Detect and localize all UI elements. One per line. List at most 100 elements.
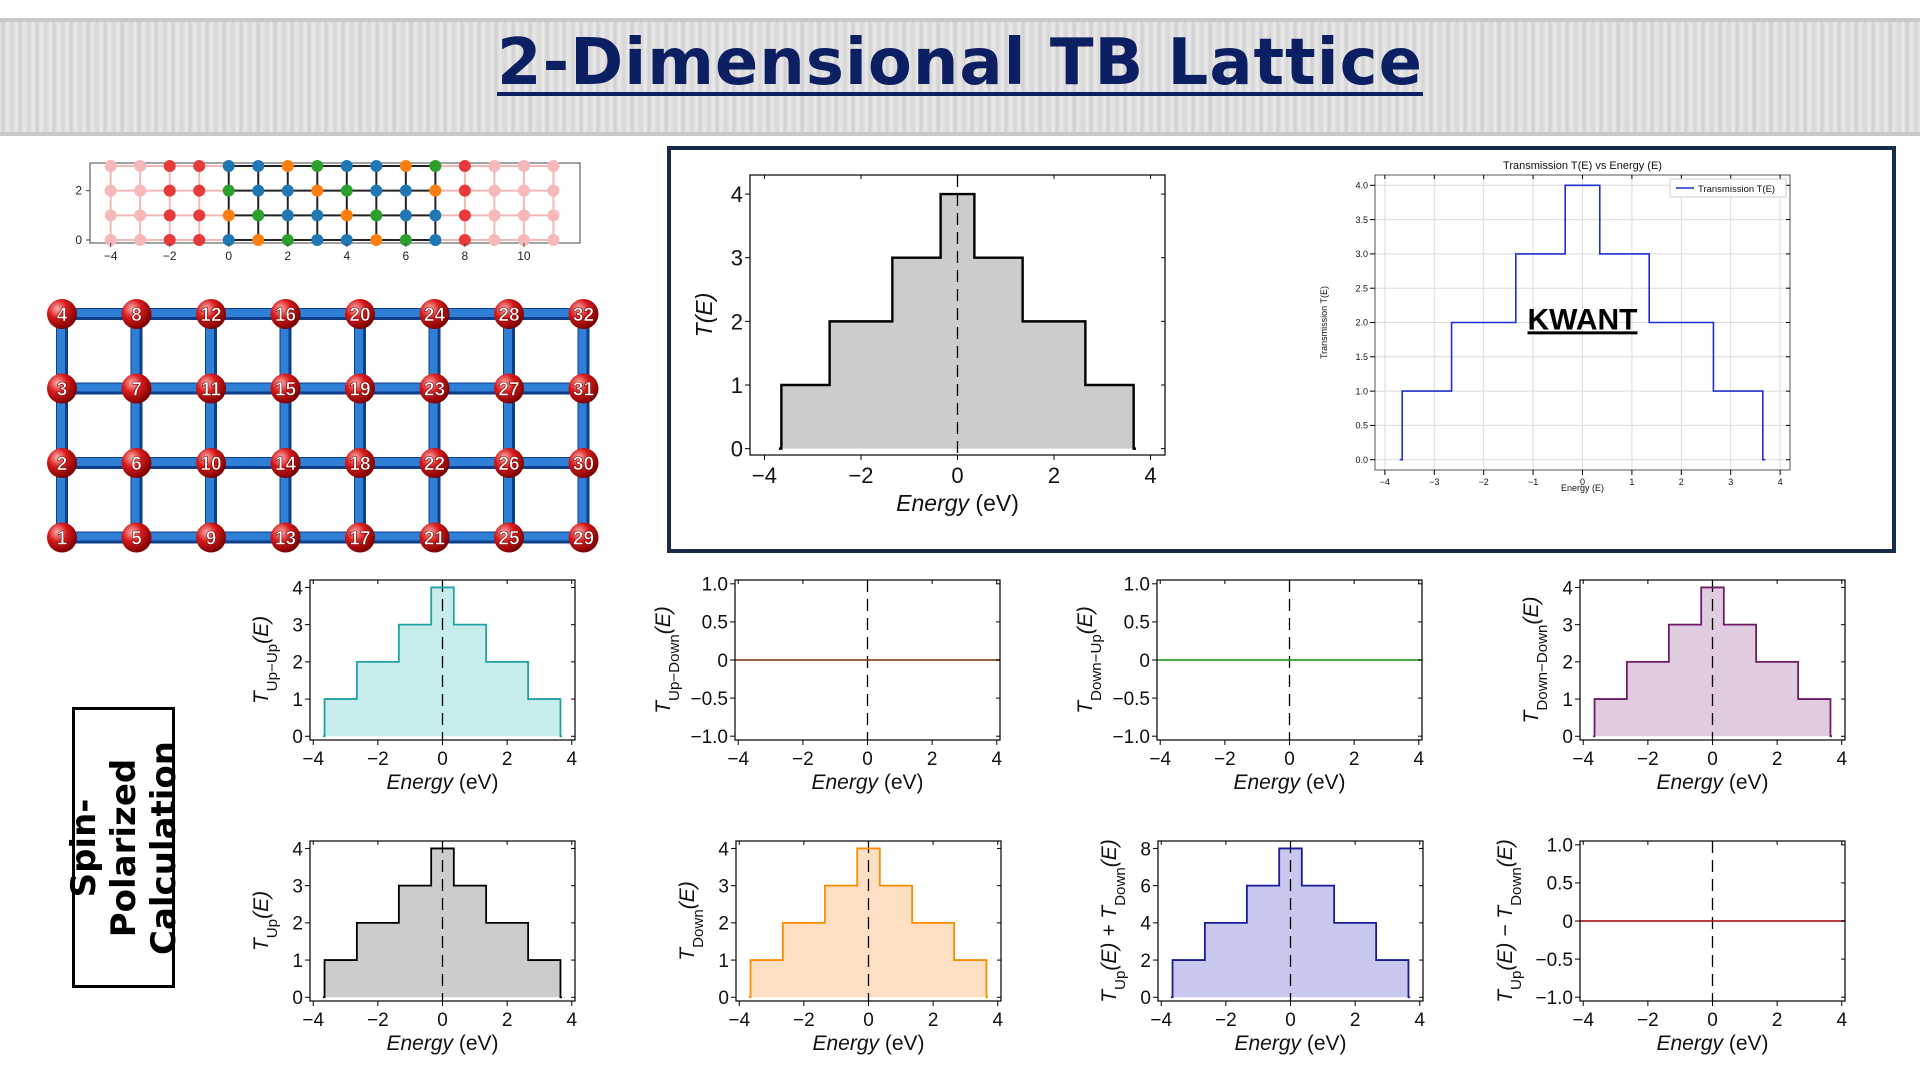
y-tick-label: 1 (731, 373, 743, 398)
strip-site (104, 184, 117, 197)
grid-site-label: 29 (573, 529, 594, 550)
x-tick-label: −2 (1215, 1010, 1237, 1031)
strip-site (399, 160, 412, 172)
x-tick-label: 2 (928, 1010, 939, 1031)
strip-site (311, 209, 324, 222)
grid-site (270, 373, 301, 404)
label-part: T (1494, 988, 1517, 1003)
x-tick-label: −2 (848, 463, 873, 488)
grid-site (47, 522, 77, 553)
label-subscript: Down (1112, 867, 1129, 906)
x-axis-label: Energy (E) (1561, 483, 1604, 493)
strip-site (104, 234, 117, 246)
x-tick-label: 2 (927, 749, 938, 770)
strip-xtick-label: 0 (225, 249, 232, 263)
y-tick-label: 2 (292, 653, 303, 674)
y-tick-label: 0 (1140, 988, 1151, 1009)
strip-site (311, 234, 324, 246)
grid-site-label: 26 (498, 454, 519, 475)
x-axis-label: Energy (eV) (386, 771, 498, 794)
x-tick-label: 2 (1772, 1010, 1783, 1031)
lattice-strip: −4 −2 0 2 4 6 8 10 0 2 (75, 160, 581, 263)
label-part: T(E) (691, 293, 717, 338)
y-tick-label: 3.0 (1355, 249, 1368, 259)
y-axis-label: Transmission T(E) (1319, 286, 1329, 359)
grid-site (121, 299, 152, 329)
grid-site (494, 522, 524, 553)
x-axis-label-unit: (eV) (878, 771, 924, 794)
x-tick-label: −4 (302, 749, 324, 770)
grid-site (47, 448, 77, 478)
grid-site-label: 28 (498, 305, 519, 326)
strip-site (252, 234, 265, 246)
grid-site (345, 299, 375, 329)
x-tick-label: 4 (992, 1010, 1003, 1031)
strip-xtick-label: 8 (462, 249, 469, 263)
x-tick-label: 0 (951, 463, 963, 488)
strip-site (193, 184, 206, 197)
grid-site-label: 6 (131, 454, 142, 475)
strip-site (370, 209, 383, 222)
strip-site (517, 184, 530, 197)
x-tick-label: −4 (1572, 1010, 1594, 1031)
chart-kwant: −4 −3 −2 −1 0 1 2 3 4 0.0 0.5 1.0 1.5 2.0 2.5 3.0 3.5 4.0… (1319, 160, 1791, 493)
y-tick-label: 4.0 (1355, 181, 1368, 191)
x-tick-label: 2 (1679, 477, 1684, 487)
y-axis-label: TUp(E) − TDown(E) (1494, 839, 1525, 1003)
x-axis-label-word: Energy (386, 771, 454, 794)
grid-site-label: 19 (349, 380, 370, 401)
y-tick-label: 0 (292, 988, 303, 1009)
y-tick-label: 0.5 (1547, 874, 1573, 895)
x-tick-label: 4 (1413, 749, 1424, 770)
chart-up-down: −4 −2 0 2 4 −1.0 −0.5 0 0.5 1.0 Energy (eV) TUp−Dow… (652, 575, 1002, 794)
chart-title: Transmission T(E) vs Energy (E) (1503, 160, 1662, 172)
strip-site (399, 234, 412, 246)
grid-site-label: 8 (131, 305, 142, 326)
chart-diff: −4 −2 0 2 4 −1.0 −0.5 0 0.5 1.0 Energy (eV) TUp(E) … (1494, 836, 1847, 1055)
y-tick-label: 4 (1562, 578, 1573, 599)
x-tick-label: 4 (991, 749, 1002, 770)
grid-site-label: 30 (573, 454, 594, 475)
strip-site (193, 234, 206, 246)
label-part: T (250, 689, 273, 704)
strip-site (458, 184, 471, 197)
x-tick-label: −2 (367, 1010, 389, 1031)
label-part: T (250, 936, 273, 951)
grid-site (494, 373, 524, 404)
strip-site (547, 209, 560, 222)
strip-site (340, 184, 353, 197)
label-subscript: Up−Up (264, 644, 281, 691)
y-tick-label: 1.0 (1547, 836, 1573, 857)
y-tick-label: 1.0 (702, 575, 728, 596)
grid-site (494, 299, 524, 329)
strip-site (429, 234, 442, 246)
chart-sum: −4 −2 0 2 4 0 2 4 6 8 Energy (eV) TUp(E) + TDown(E) (1098, 839, 1425, 1055)
x-axis-label-word: Energy (1234, 1032, 1302, 1055)
x-axis-label: Energy (eV) (811, 771, 923, 794)
series-line (322, 586, 563, 738)
label-subscript: Down (1508, 867, 1525, 906)
y-axis-label: TUp(E) (250, 891, 281, 951)
grid-site-label: 15 (275, 380, 297, 401)
x-tick-label: 4 (1778, 477, 1783, 487)
y-tick-label: 0 (292, 727, 303, 748)
y-tick-label: −1.0 (1535, 988, 1573, 1009)
strip-site (281, 234, 294, 246)
strip-site (547, 160, 560, 172)
strip-site (370, 234, 383, 246)
strip-site (340, 234, 353, 246)
grid-site (345, 373, 375, 404)
x-tick-label: −3 (1429, 477, 1439, 487)
grid-site (196, 522, 226, 553)
strip-site (458, 209, 471, 222)
x-axis-label-word: Energy (386, 1032, 454, 1055)
chart-up: −4 −2 0 2 4 0 1 2 3 4 Energy (eV) TUp(E) (250, 839, 577, 1055)
x-tick-label: 4 (1836, 749, 1847, 770)
legend-box (1669, 178, 1787, 198)
y-tick-label: 1 (292, 951, 303, 972)
y-axis-label: T(E) (691, 293, 717, 338)
strip-site (488, 209, 501, 222)
y-tick-label: 2 (1140, 951, 1151, 972)
y-tick-label: 2 (292, 914, 303, 935)
y-axis-label: TUp−Down(E) (652, 606, 683, 714)
